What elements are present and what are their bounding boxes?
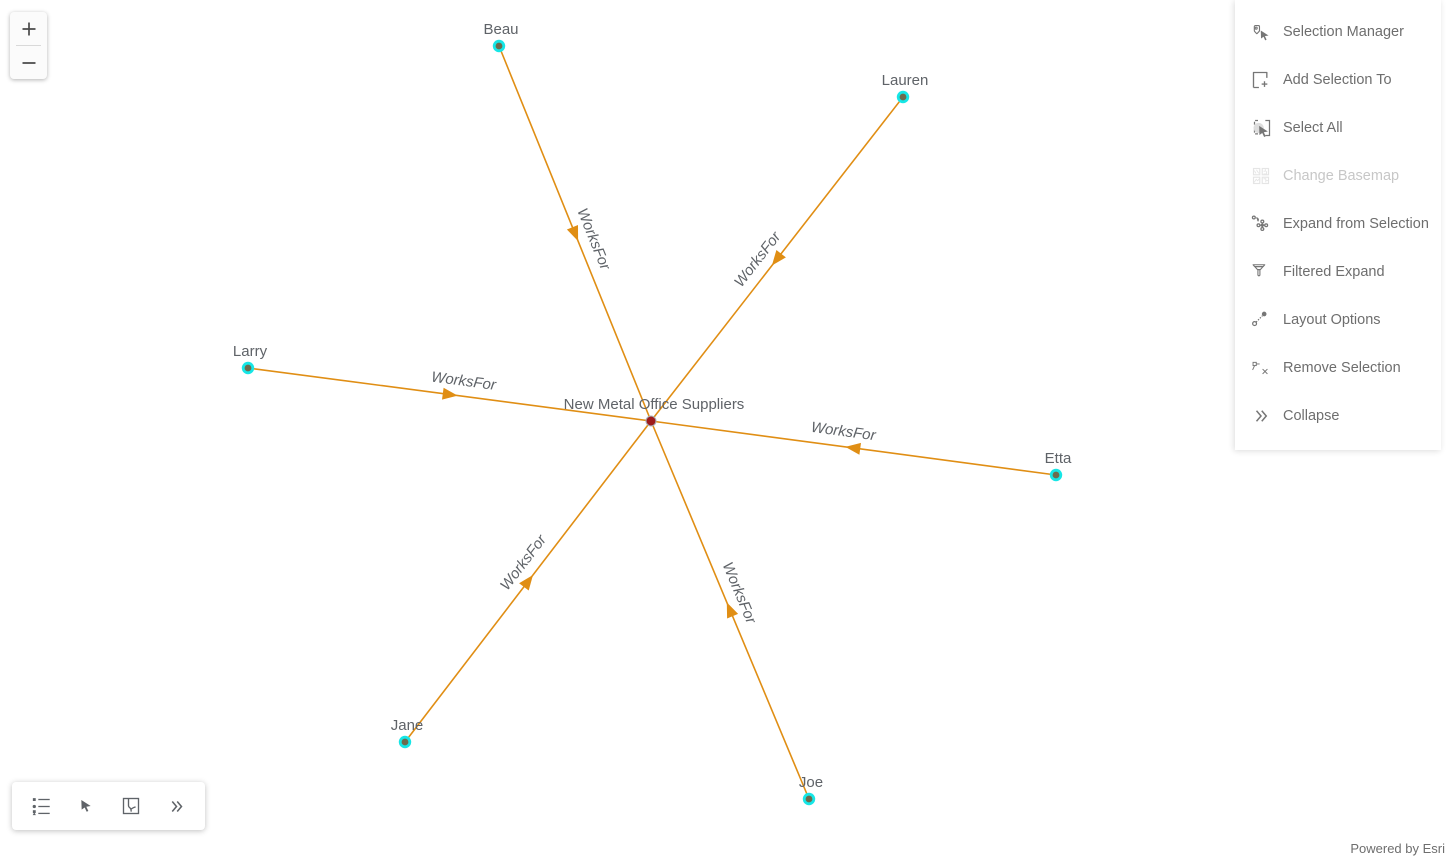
svg-text:WorksFor: WorksFor <box>430 369 498 394</box>
svg-text:WorksFor: WorksFor <box>573 206 614 274</box>
svg-text:WorksFor: WorksFor <box>719 560 760 627</box>
svg-text:WorksFor: WorksFor <box>810 419 878 445</box>
